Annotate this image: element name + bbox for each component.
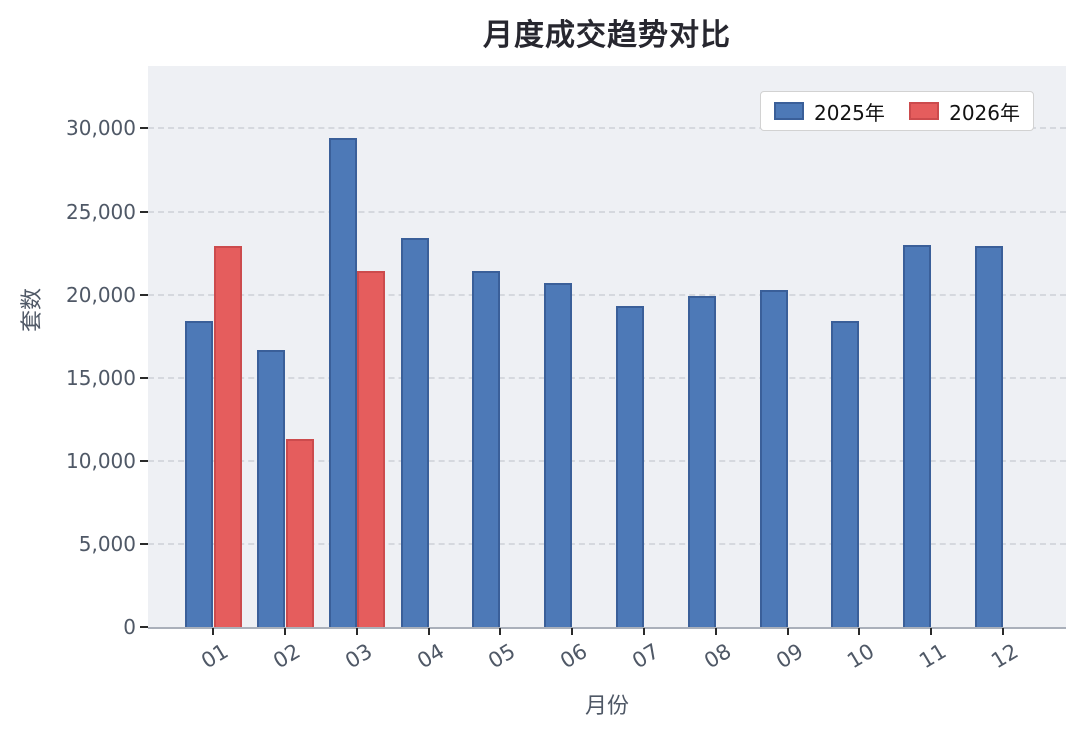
xtick-mark <box>499 628 502 635</box>
xtick-mark <box>212 628 215 635</box>
chart-title: 月度成交趋势对比 <box>483 18 731 53</box>
xtick-mark <box>284 628 286 635</box>
bar-2025年-11 <box>903 244 932 627</box>
legend-swatch-2025 <box>774 102 804 120</box>
ytick-mark <box>140 542 148 545</box>
xtick-label: 06 <box>556 639 592 674</box>
gridline <box>148 293 1066 296</box>
xtick-mark <box>571 628 574 635</box>
ytick-label: 0 <box>123 615 136 639</box>
xtick-label: 03 <box>340 639 377 674</box>
ytick-mark <box>140 376 148 379</box>
gridline <box>148 542 1066 545</box>
xtick-label: 10 <box>843 639 879 674</box>
bar-2025年-07 <box>616 306 644 627</box>
xtick-mark <box>355 628 358 635</box>
ytick-label: 5,000 <box>78 531 136 556</box>
gridline <box>148 127 1066 130</box>
xtick-mark <box>786 628 789 635</box>
legend-swatch-2026 <box>909 102 940 120</box>
legend: 2025年 2026年 <box>760 91 1034 131</box>
bar-2026年-03 <box>357 271 386 627</box>
xtick-mark <box>643 628 645 635</box>
xtick-label: 05 <box>484 639 520 674</box>
xtick-label: 08 <box>699 639 736 674</box>
xtick-mark <box>930 628 933 635</box>
bar-2025年-10 <box>831 321 860 627</box>
ytick-label: 10,000 <box>66 448 136 473</box>
legend-label-2026: 2026年 <box>949 100 1020 125</box>
bar-2025年-03 <box>328 138 357 627</box>
ytick-label: 25,000 <box>66 199 136 224</box>
legend-item-2025: 2025年 <box>774 97 885 126</box>
xtick-mark <box>714 628 717 635</box>
xtick-label: 12 <box>987 639 1023 674</box>
xtick-label: 02 <box>269 639 305 674</box>
bar-2026年-01 <box>213 246 242 627</box>
ytick-label: 30,000 <box>66 116 136 141</box>
bar-2025年-01 <box>185 321 214 627</box>
plot-area <box>148 66 1066 629</box>
bar-2025年-12 <box>975 246 1003 627</box>
bar-2025年-02 <box>257 349 285 627</box>
ytick-mark <box>140 127 148 130</box>
legend-label-2025: 2025年 <box>814 100 885 125</box>
ytick-mark <box>140 626 148 628</box>
x-axis-title: 月份 <box>584 694 629 719</box>
xtick-label: 01 <box>197 639 233 674</box>
bar-2025年-06 <box>544 283 573 627</box>
ytick-label: 15,000 <box>66 365 136 390</box>
bar-2025年-04 <box>400 238 429 627</box>
ytick-mark <box>140 459 148 462</box>
gridline <box>148 459 1066 462</box>
gridline <box>148 210 1066 213</box>
xtick-label: 07 <box>628 639 664 674</box>
xtick-mark <box>1002 628 1004 635</box>
ytick-mark <box>140 210 148 213</box>
xtick-label: 11 <box>915 639 951 674</box>
bar-2025年-05 <box>472 271 501 627</box>
legend-item-2026: 2026年 <box>909 97 1020 126</box>
bar-2025年-09 <box>759 289 788 627</box>
xtick-mark <box>427 628 430 635</box>
ytick-label: 20,000 <box>66 282 136 307</box>
xtick-label: 04 <box>412 639 448 674</box>
bar-2026年-02 <box>285 439 314 627</box>
gridline <box>148 376 1066 379</box>
ytick-mark <box>140 293 148 296</box>
bar-2025年-08 <box>687 296 716 627</box>
xtick-label: 09 <box>771 639 807 674</box>
xtick-mark <box>858 628 861 635</box>
